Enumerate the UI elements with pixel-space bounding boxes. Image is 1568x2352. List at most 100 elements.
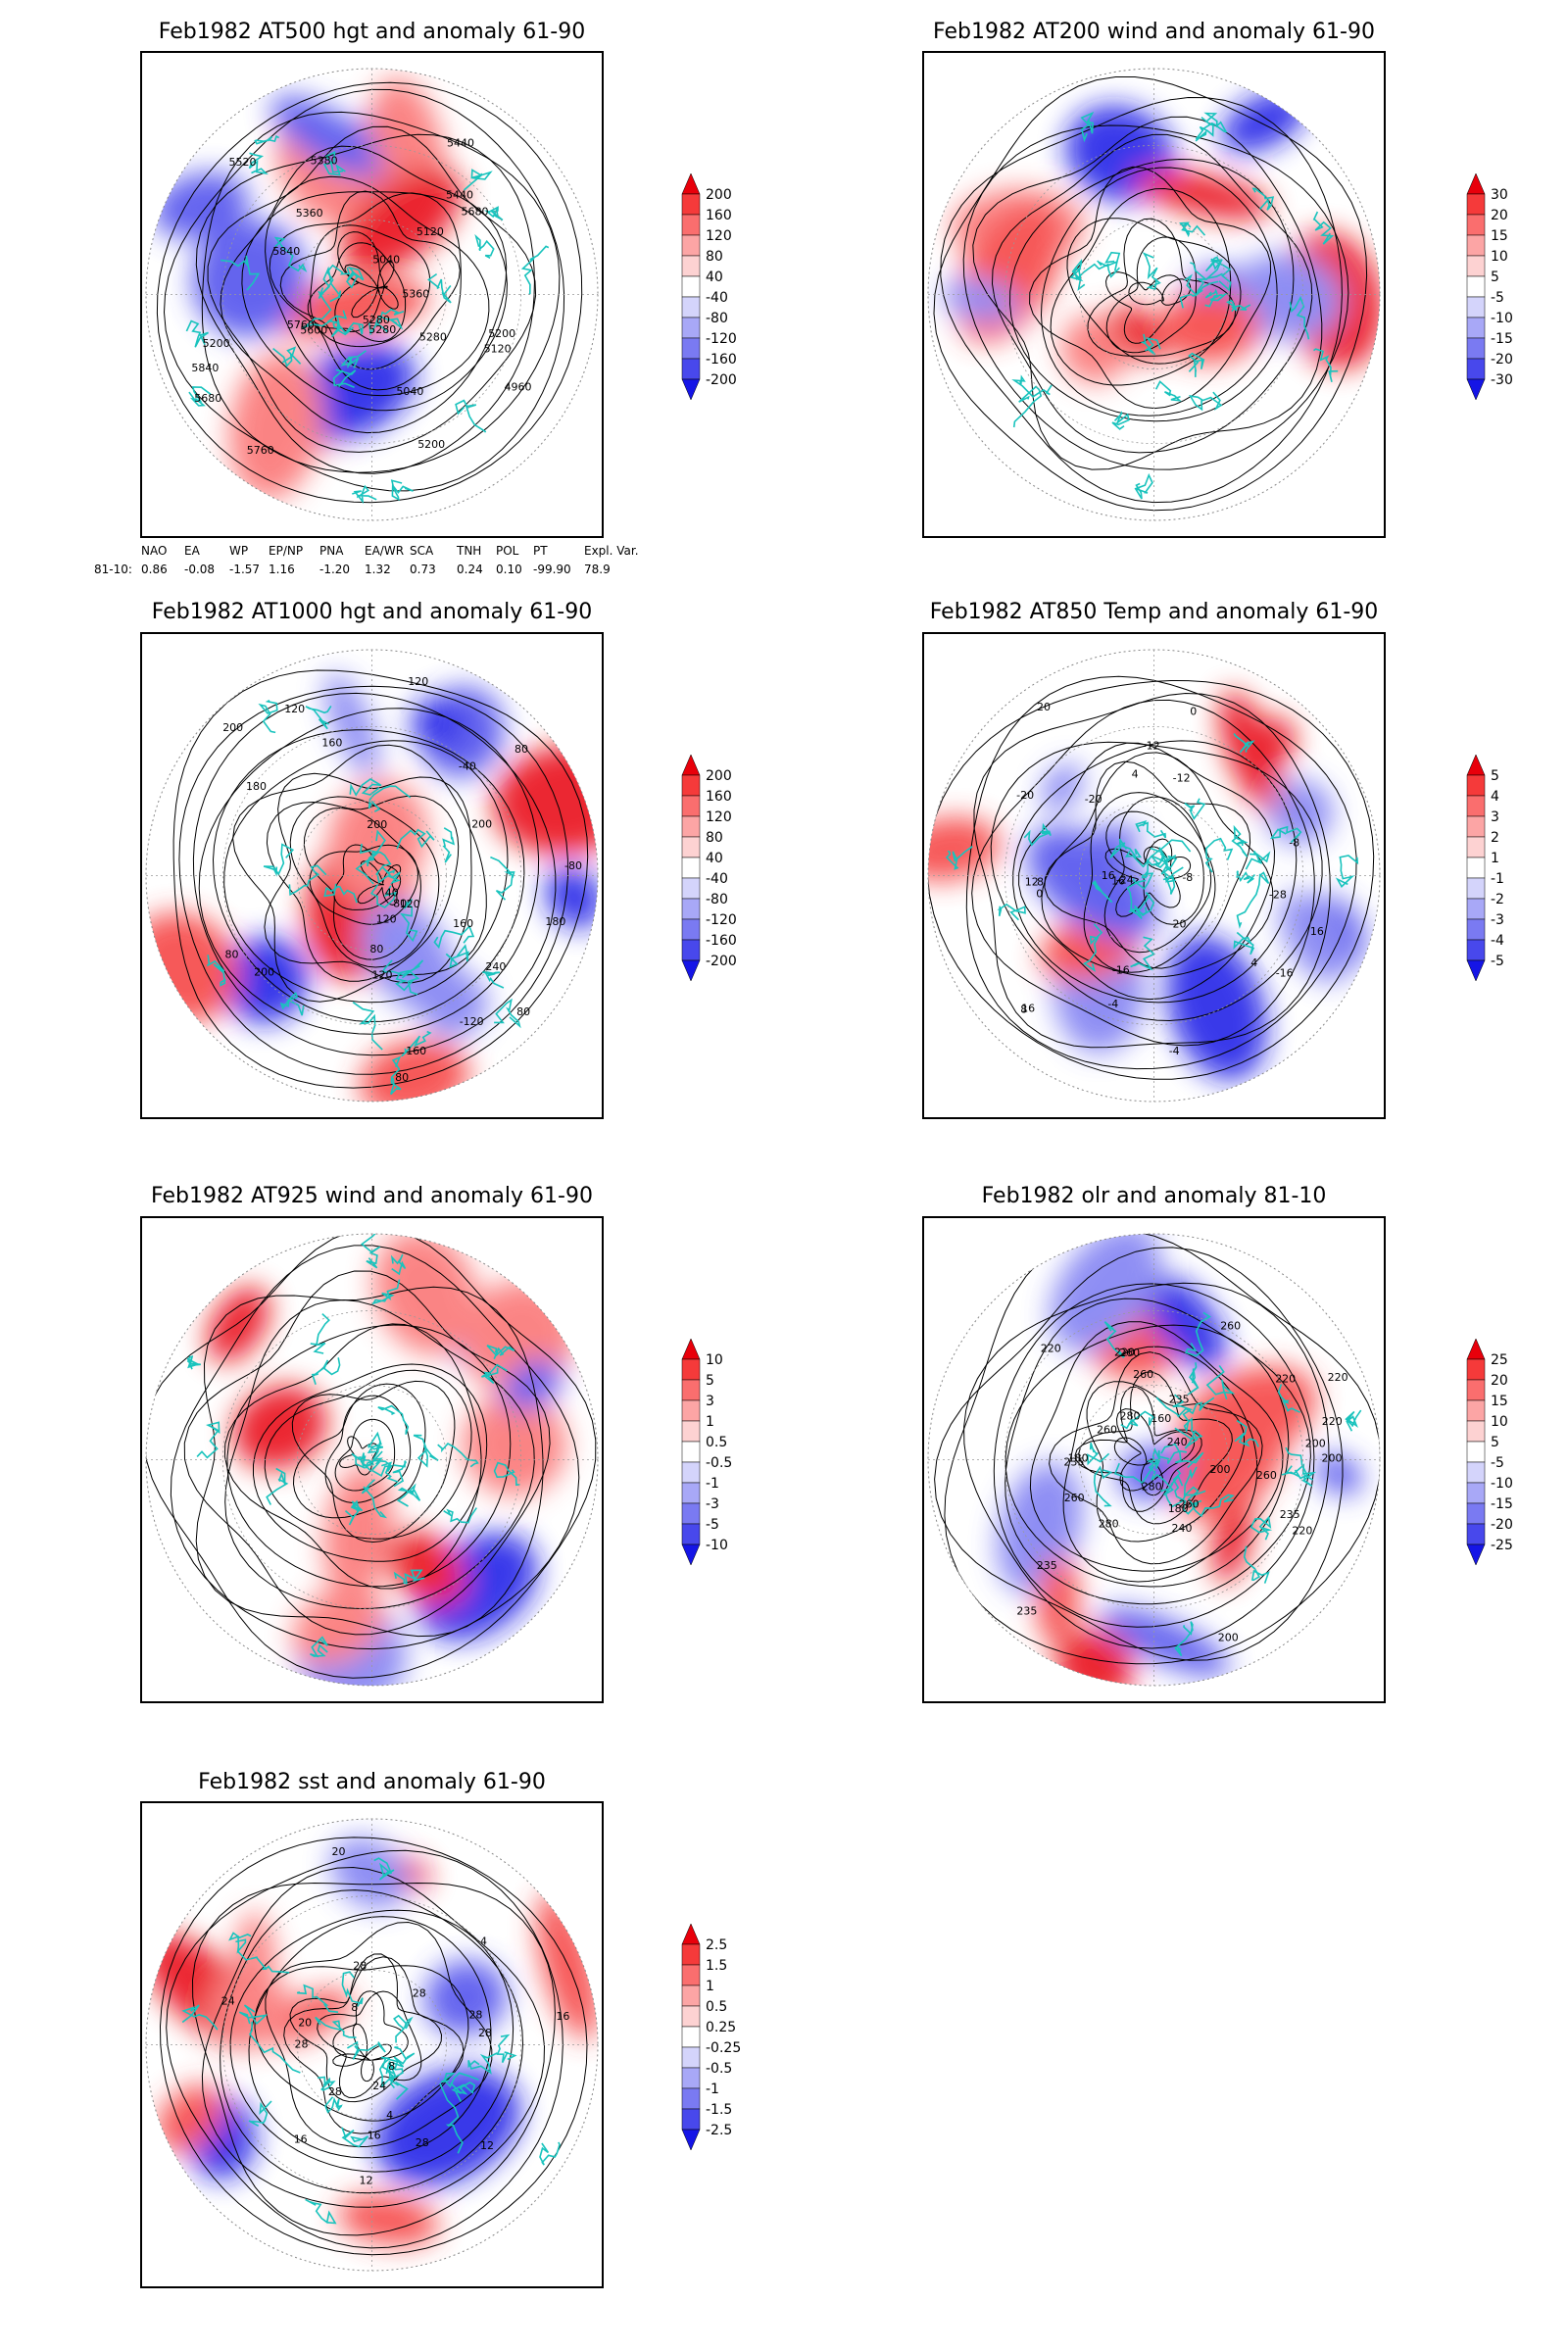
index-value: 1.32 (365, 563, 391, 576)
colorbar-swatch (1466, 836, 1486, 858)
contour-label: 120 (400, 898, 420, 910)
colorbar-swatch (681, 918, 701, 941)
contour-label: 5840 (191, 362, 219, 374)
colorbar-swatch (1466, 1441, 1486, 1463)
contour-label: 8 (351, 2001, 358, 2014)
index-value: -1.20 (319, 563, 351, 576)
contour-label: 40 (385, 886, 399, 899)
contour-label: 20 (1037, 701, 1051, 713)
contour-label: 200 (1322, 1452, 1343, 1465)
coastlines (945, 733, 1359, 972)
contour-label: 235 (1063, 1455, 1084, 1468)
contour-label: 180 (246, 780, 267, 793)
colorbar-label: -15 (1491, 1496, 1513, 1512)
contour-label: 5380 (311, 155, 338, 168)
contour-label: 28 (295, 2038, 309, 2051)
contour-label: 5440 (446, 188, 473, 201)
colorbar-swatch (1466, 193, 1486, 216)
contour-label: 120 (372, 968, 393, 981)
colorbar-label: -160 (706, 352, 737, 368)
contour-label: 220 (1292, 1525, 1312, 1538)
contour-label: 24 (221, 1994, 235, 2007)
contour-label: 5280 (368, 323, 396, 336)
colorbar-label: -2 (1491, 892, 1504, 907)
index-header: NAO (141, 544, 168, 558)
colorbar-swatch (681, 317, 701, 339)
contour-label: 180 (1168, 1502, 1189, 1515)
colorbar-swatch (681, 939, 701, 961)
colorbar-swatch (681, 2067, 701, 2089)
colorbar-swatch (681, 214, 701, 236)
contour-label: 240 (1167, 1436, 1188, 1448)
colorbar-swatch (1466, 815, 1486, 838)
colorbar-label: -4 (1491, 933, 1504, 949)
index-row-label: 81-10: (94, 563, 132, 576)
colorbar-swatch (1466, 214, 1486, 236)
contour-label: 28 (328, 2085, 342, 2098)
contour-label: 4960 (505, 380, 532, 393)
colorbar-label: 20 (1491, 208, 1508, 223)
colorbar-swatch (681, 857, 701, 879)
colorbar-label: -2.5 (706, 2123, 732, 2138)
colorbar-label: 30 (1491, 187, 1508, 203)
contour-label: 180 (1068, 1451, 1089, 1464)
colorbar-swatch (1466, 857, 1486, 879)
index-header: EA/WR (365, 544, 405, 558)
colorbar-swatch (681, 296, 701, 318)
colorbar-swatch (1466, 296, 1486, 318)
contour-label: 16 (1021, 1002, 1035, 1014)
contour-label: 28 (416, 2136, 429, 2149)
colorbar-swatch (681, 2026, 701, 2048)
colorbar-swatch (1466, 898, 1486, 920)
contour-label: 4 (1132, 768, 1139, 781)
map-panel-p200 (922, 51, 1386, 538)
graticule (146, 1234, 598, 1686)
colorbar-swatch (1466, 1502, 1486, 1525)
colorbar-label: -0.5 (706, 1455, 732, 1471)
colorbar-label: 80 (706, 830, 723, 846)
colorbar-p925: 10 5 3 1 0.5 -0.5 -1 -3 -5 -10 (681, 1338, 780, 1598)
colorbar-swatch (681, 2046, 701, 2069)
contour-label: 80 (516, 1005, 530, 1018)
polar-stereographic-map (145, 1233, 599, 1687)
colorbar-swatch (681, 1523, 701, 1545)
index-value: -1.57 (229, 563, 261, 576)
panel-title-p850: Feb1982 AT850 Temp and anomaly 61-90 (929, 600, 1379, 624)
colorbar-label: -200 (706, 372, 737, 388)
colorbar-swatch (681, 1399, 701, 1422)
colorbar-swatch (681, 2087, 701, 2110)
index-header: TNH (457, 544, 482, 558)
contour-label: 235 (1037, 1559, 1057, 1572)
contour-label: -4 (1107, 998, 1118, 1010)
contour-label: 8 (1037, 875, 1044, 888)
contour-lines (156, 81, 583, 504)
contour-label: -8 (1289, 837, 1299, 850)
contour-label: 260 (1220, 1320, 1241, 1333)
contour-label: -40 (459, 760, 476, 772)
colorbar-swatch (1466, 337, 1486, 360)
contour-label: -12 (1143, 740, 1160, 753)
contour-label: 16 (1111, 874, 1125, 887)
colorbar-swatch (681, 774, 701, 797)
contour-label: 5280 (363, 314, 390, 326)
index-value: -0.08 (184, 563, 216, 576)
contour-label: 16 (556, 2010, 569, 2023)
colorbar-swatch (681, 898, 701, 920)
index-value: 78.9 (584, 563, 611, 576)
colorbar-label: -5 (1491, 954, 1504, 969)
contour-label: 200 (471, 817, 492, 830)
colorbar-label: 5 (1491, 768, 1499, 784)
anomaly-shading (146, 1837, 598, 2246)
colorbar-swatch (681, 1482, 701, 1504)
colorbar-label: -3 (1491, 912, 1504, 928)
colorbar-label: 5 (706, 1373, 714, 1389)
index-header: SCA (410, 544, 434, 558)
colorbar-swatch (681, 836, 701, 858)
colorbar-swatch (681, 1984, 701, 2007)
polar-stereographic-map: 16840-4-12-8-16-20-24-28-20-16-12-8-4048… (927, 649, 1381, 1102)
colorbar-label: -200 (706, 954, 737, 969)
colorbar-label: 25 (1491, 1352, 1508, 1368)
colorbar-label: 20 (1491, 1373, 1508, 1389)
contour-label: 180 (545, 915, 565, 928)
contour-label: 28 (413, 1987, 426, 2000)
